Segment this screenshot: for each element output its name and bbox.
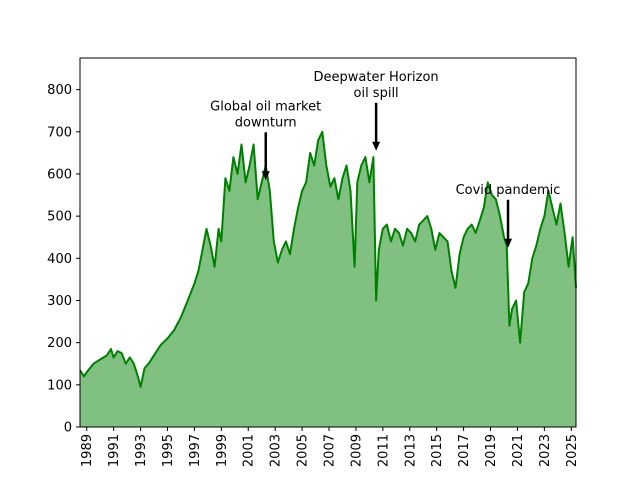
annotation-deepwater-line2: oil spill (354, 86, 399, 101)
annotation-1-arrow-head (372, 141, 381, 151)
y-tick-label: 700 (47, 125, 72, 140)
y-tick-label: 100 (47, 378, 72, 393)
x-tick-label: 2005 (296, 434, 311, 467)
x-tick-label: 2007 (323, 434, 338, 467)
x-tick-label: 2009 (349, 434, 364, 467)
x-tick-label: 2011 (376, 434, 391, 467)
annotation-oil-downturn-line2: downturn (235, 115, 297, 130)
x-tick-label: 2021 (511, 434, 526, 467)
y-tick-label: 600 (47, 167, 72, 182)
y-tick-label: 800 (47, 83, 72, 98)
annotations: Global oil market downturn Deepwater Hor… (210, 70, 560, 248)
x-tick-label: 2025 (565, 434, 580, 467)
annotation-deepwater-line1: Deepwater Horizon (314, 70, 439, 85)
x-tick-label: 2017 (457, 434, 472, 467)
x-tick-label: 1997 (188, 434, 203, 467)
x-tick-label: 1989 (80, 434, 95, 467)
x-tick-label: 2013 (403, 434, 418, 467)
y-tick-label: 0 (64, 421, 72, 436)
plot-area (79, 130, 577, 428)
y-tick-label: 400 (47, 252, 72, 267)
series-0-area-fill (80, 131, 576, 428)
annotation-0-arrow-head (261, 171, 270, 181)
annotation-oil-downturn-line1: Global oil market (210, 99, 321, 114)
x-tick-label: 2019 (484, 434, 499, 467)
annotation-covid-line1: Covid pandemic (456, 183, 561, 198)
x-tick-label: 2003 (269, 434, 284, 467)
x-tick-label: 1999 (215, 434, 230, 467)
y-tick-label: 500 (47, 210, 72, 225)
x-tick-label: 1991 (107, 434, 122, 467)
x-tick-label: 2015 (430, 434, 445, 467)
series-0-line (79, 130, 577, 388)
annotation-2-arrow-head (504, 238, 513, 248)
x-tick-label: 1995 (161, 434, 176, 467)
x-tick-label: 2023 (538, 434, 553, 467)
plot-frame (79, 57, 577, 428)
y-tick-label: 200 (47, 336, 72, 351)
x-tick-label: 1993 (134, 434, 149, 467)
axes: 0 100 200 300 400 500 600 700 800 1989 1991 1993 199… (47, 57, 580, 467)
x-tick-label: 2001 (242, 434, 257, 467)
y-tick-label: 300 (47, 294, 72, 309)
